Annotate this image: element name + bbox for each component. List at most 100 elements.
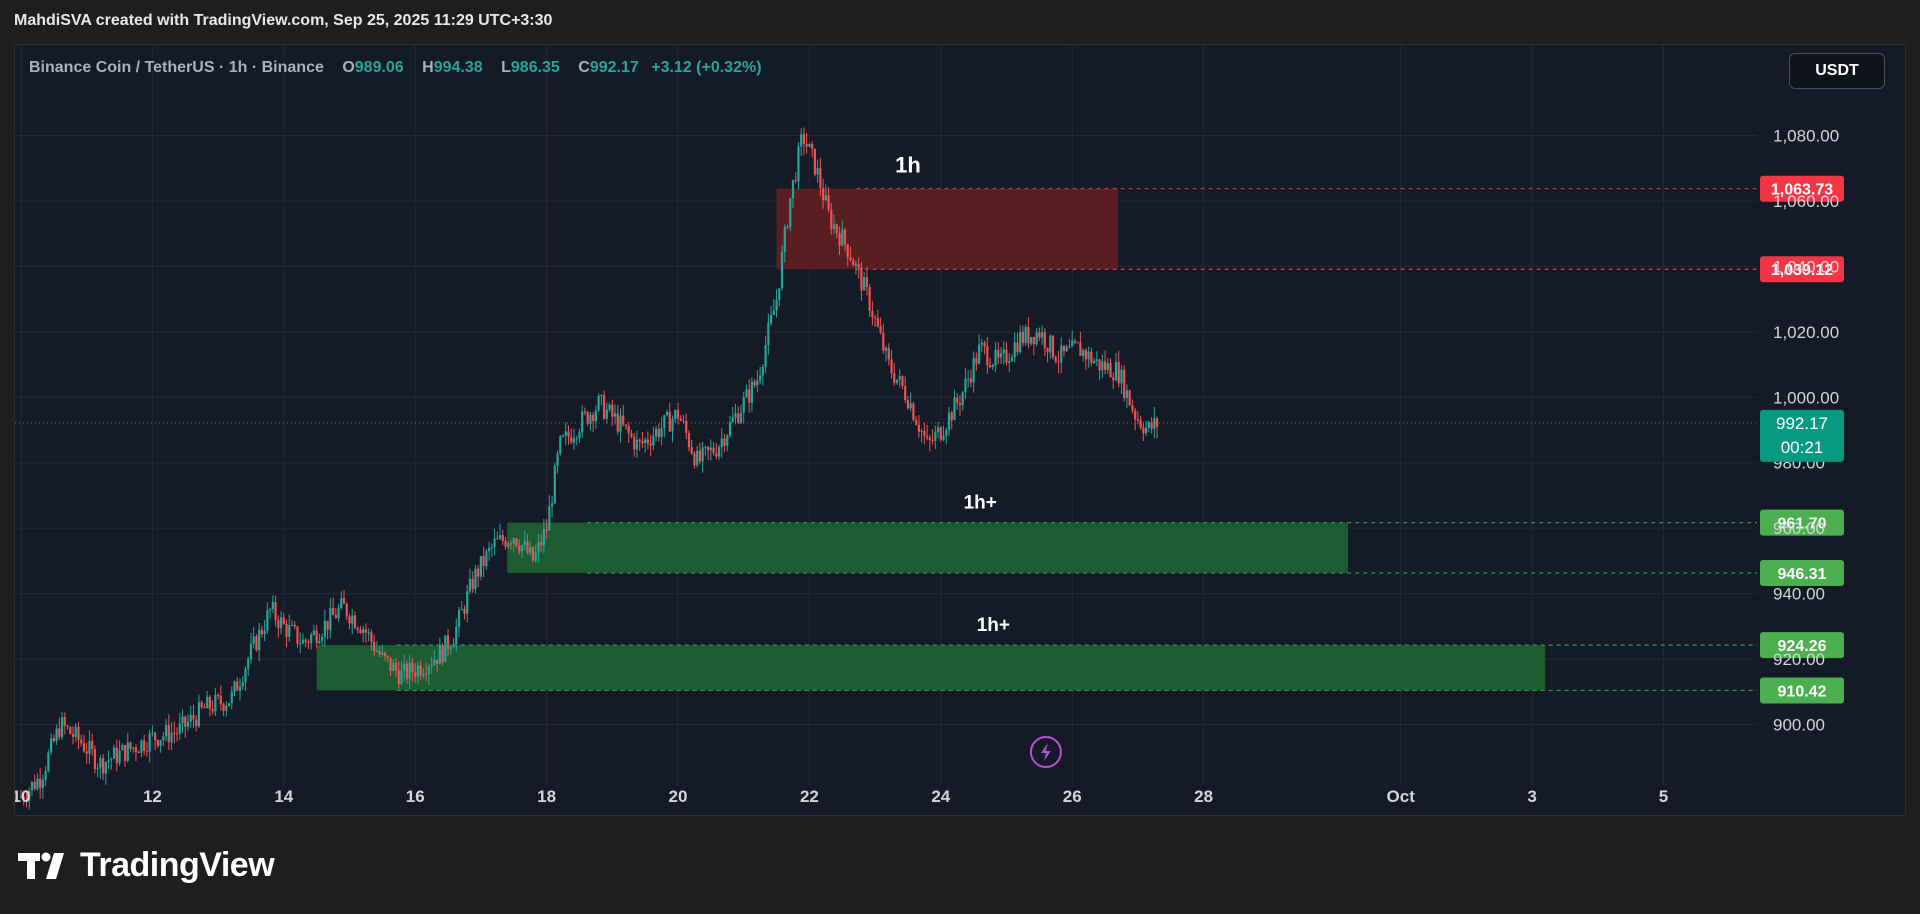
candle-body[interactable] (526, 541, 529, 553)
candle-body[interactable] (811, 143, 814, 149)
candle-body[interactable] (233, 681, 236, 692)
candle-body[interactable] (345, 603, 348, 617)
symbol-name[interactable]: Binance Coin / TetherUS · 1h · Binance (29, 59, 324, 76)
candle-body[interactable] (657, 429, 660, 438)
candle-body[interactable] (1013, 342, 1016, 358)
candle-body[interactable] (1035, 332, 1038, 345)
candle-body[interactable] (559, 436, 562, 454)
candle-body[interactable] (88, 740, 91, 754)
candle-body[interactable] (570, 436, 573, 443)
candle-body[interactable] (1120, 369, 1123, 384)
candle-body[interactable] (934, 432, 937, 441)
candle-body[interactable] (1043, 332, 1046, 348)
candle-body[interactable] (723, 438, 726, 446)
candle-body[interactable] (926, 436, 929, 438)
candle-body[interactable] (1123, 369, 1126, 399)
candle-body[interactable] (791, 180, 795, 198)
candle-body[interactable] (507, 543, 510, 547)
candle-body[interactable] (731, 417, 734, 422)
candle-body[interactable] (975, 357, 978, 364)
candle-body[interactable] (463, 609, 466, 614)
candle-body[interactable] (767, 323, 770, 346)
candle-body[interactable] (104, 762, 107, 774)
candle-body[interactable] (534, 552, 537, 561)
candle-body[interactable] (586, 411, 589, 424)
candle-body[interactable] (641, 441, 644, 444)
candle-body[interactable] (717, 447, 721, 457)
candle-body[interactable] (523, 541, 526, 546)
candle-body[interactable] (518, 545, 521, 552)
candle-body[interactable] (400, 670, 403, 684)
candle-body[interactable] (572, 438, 576, 443)
candle-body[interactable] (906, 400, 910, 409)
candle-body[interactable] (561, 435, 565, 437)
candle-body[interactable] (761, 366, 764, 376)
candle-body[interactable] (115, 747, 118, 764)
candle-body[interactable] (444, 635, 447, 662)
candle-body[interactable] (323, 620, 326, 637)
candle-body[interactable] (315, 630, 318, 644)
candle-body[interactable] (893, 373, 896, 383)
candle-body[interactable] (550, 503, 554, 507)
candle-body[interactable] (296, 626, 299, 644)
candle-body[interactable] (953, 397, 956, 421)
candle-body[interactable] (726, 435, 729, 446)
candle-body[interactable] (797, 146, 800, 182)
candle-body[interactable] (1079, 342, 1082, 356)
candle-body[interactable] (93, 749, 97, 769)
candle-body[interactable] (241, 682, 244, 687)
candle-body[interactable] (627, 425, 630, 434)
candle-body[interactable] (441, 645, 444, 662)
candle-body[interactable] (50, 738, 53, 753)
candle-body[interactable] (676, 410, 680, 419)
candle-body[interactable] (939, 427, 942, 440)
candle-body[interactable] (712, 447, 715, 453)
candle-body[interactable] (772, 310, 775, 315)
candle-body[interactable] (994, 349, 997, 366)
candle-body[interactable] (63, 717, 66, 726)
candle-body[interactable] (1019, 332, 1022, 353)
candle-body[interactable] (764, 345, 767, 367)
candle-body[interactable] (898, 376, 901, 380)
demand-zone[interactable] (316, 645, 1546, 691)
candle-body[interactable] (364, 629, 368, 633)
candle-body[interactable] (422, 673, 425, 676)
candle-body[interactable] (274, 602, 277, 620)
candle-body[interactable] (197, 702, 201, 727)
candle-body[interactable] (775, 300, 778, 311)
candle-body[interactable] (665, 411, 669, 416)
candle-body[interactable] (887, 347, 890, 360)
candle-body[interactable] (498, 534, 502, 539)
candle-body[interactable] (728, 421, 732, 436)
candle-body[interactable] (269, 609, 272, 611)
candle-body[interactable] (759, 375, 762, 381)
candle-body[interactable] (252, 636, 255, 644)
candle-body[interactable] (222, 704, 225, 711)
candle-body[interactable] (28, 790, 31, 801)
candle-body[interactable] (879, 326, 882, 333)
candle-body[interactable] (200, 702, 203, 707)
candle-body[interactable] (619, 415, 622, 432)
candle-body[interactable] (830, 209, 833, 230)
candle-body[interactable] (203, 706, 206, 709)
candle-body[interactable] (1051, 335, 1055, 358)
candle-body[interactable] (55, 728, 58, 741)
candle-body[interactable] (1054, 357, 1057, 362)
candle-body[interactable] (353, 615, 357, 629)
candle-body[interactable] (556, 453, 559, 466)
candle-body[interactable] (646, 439, 649, 444)
candle-body[interactable] (263, 630, 266, 635)
candle-body[interactable] (436, 659, 439, 664)
candle-body[interactable] (331, 607, 335, 615)
candle-body[interactable] (1065, 346, 1068, 352)
candle-body[interactable] (832, 224, 836, 230)
candle-body[interactable] (986, 346, 989, 366)
candle-body[interactable] (425, 673, 428, 675)
candle-body[interactable] (789, 197, 792, 228)
candle-body[interactable] (819, 168, 822, 188)
candle-body[interactable] (121, 745, 124, 751)
candle-body[interactable] (592, 414, 595, 422)
candle-body[interactable] (460, 609, 463, 611)
candle-body[interactable] (471, 578, 474, 590)
candle-body[interactable] (293, 624, 296, 627)
